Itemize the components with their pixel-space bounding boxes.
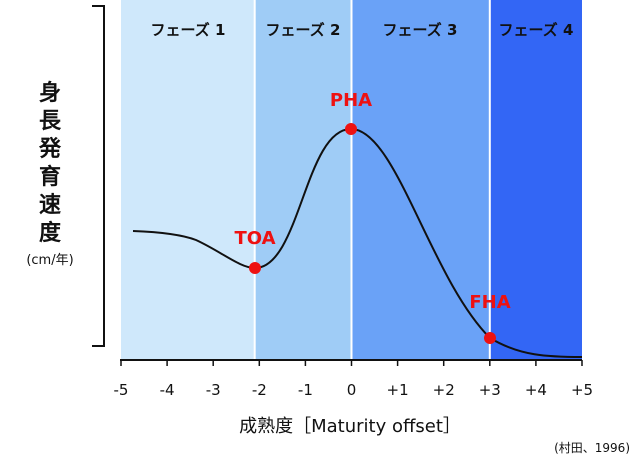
x-tick-label: +1 <box>387 381 409 399</box>
point-pha <box>345 123 357 135</box>
x-tick-label: -2 <box>252 381 267 399</box>
phase-dividers <box>253 0 491 360</box>
point-label-pha: PHA <box>330 90 372 111</box>
x-axis-ticks: -5 -4 -3 -2 -1 0 +1 +2 +3 +4 +5 <box>114 360 593 399</box>
y-axis-label: 身 長 発 育 速 度 <box>38 80 62 246</box>
y-axis-label-char: 長 <box>39 109 62 134</box>
phase-bands <box>121 0 582 360</box>
x-tick-label: -1 <box>298 381 313 399</box>
point-label-toa: TOA <box>234 228 275 249</box>
x-tick-label: +2 <box>433 381 455 399</box>
y-axis-bracket <box>92 5 105 347</box>
y-axis-unit: (cm/年) <box>26 253 73 268</box>
phase-band-1 <box>121 0 255 360</box>
x-tick-label: -3 <box>206 381 221 399</box>
phase-band-3 <box>351 0 490 360</box>
y-axis-label-char: 発 <box>38 137 62 162</box>
x-tick-label: -5 <box>114 381 129 399</box>
source-citation: (村田、1996) <box>554 441 630 455</box>
x-tick-label: +3 <box>479 381 501 399</box>
phase-label-3: フェーズ 3 <box>383 21 458 39</box>
y-axis-label-char: 度 <box>39 220 62 246</box>
y-axis-label-char: 身 <box>39 80 61 106</box>
y-axis-label-char: 速 <box>39 192 61 218</box>
phase-label-1: フェーズ 1 <box>151 21 226 39</box>
point-toa <box>249 262 261 274</box>
phase-label-2: フェーズ 2 <box>266 21 341 39</box>
point-label-fha: FHA <box>469 292 510 313</box>
x-tick-label: +5 <box>571 381 593 399</box>
x-tick-label: -4 <box>160 381 175 399</box>
phase-label-4: フェーズ 4 <box>499 21 574 39</box>
phase-band-4 <box>489 0 582 360</box>
point-fha <box>484 332 496 344</box>
x-axis-title: 成熟度［Maturity offset］ <box>239 416 461 437</box>
x-tick-label: +4 <box>525 381 547 399</box>
y-axis-label-char: 育 <box>39 164 61 190</box>
x-tick-label: 0 <box>347 381 357 399</box>
phase-band-2 <box>254 0 352 360</box>
